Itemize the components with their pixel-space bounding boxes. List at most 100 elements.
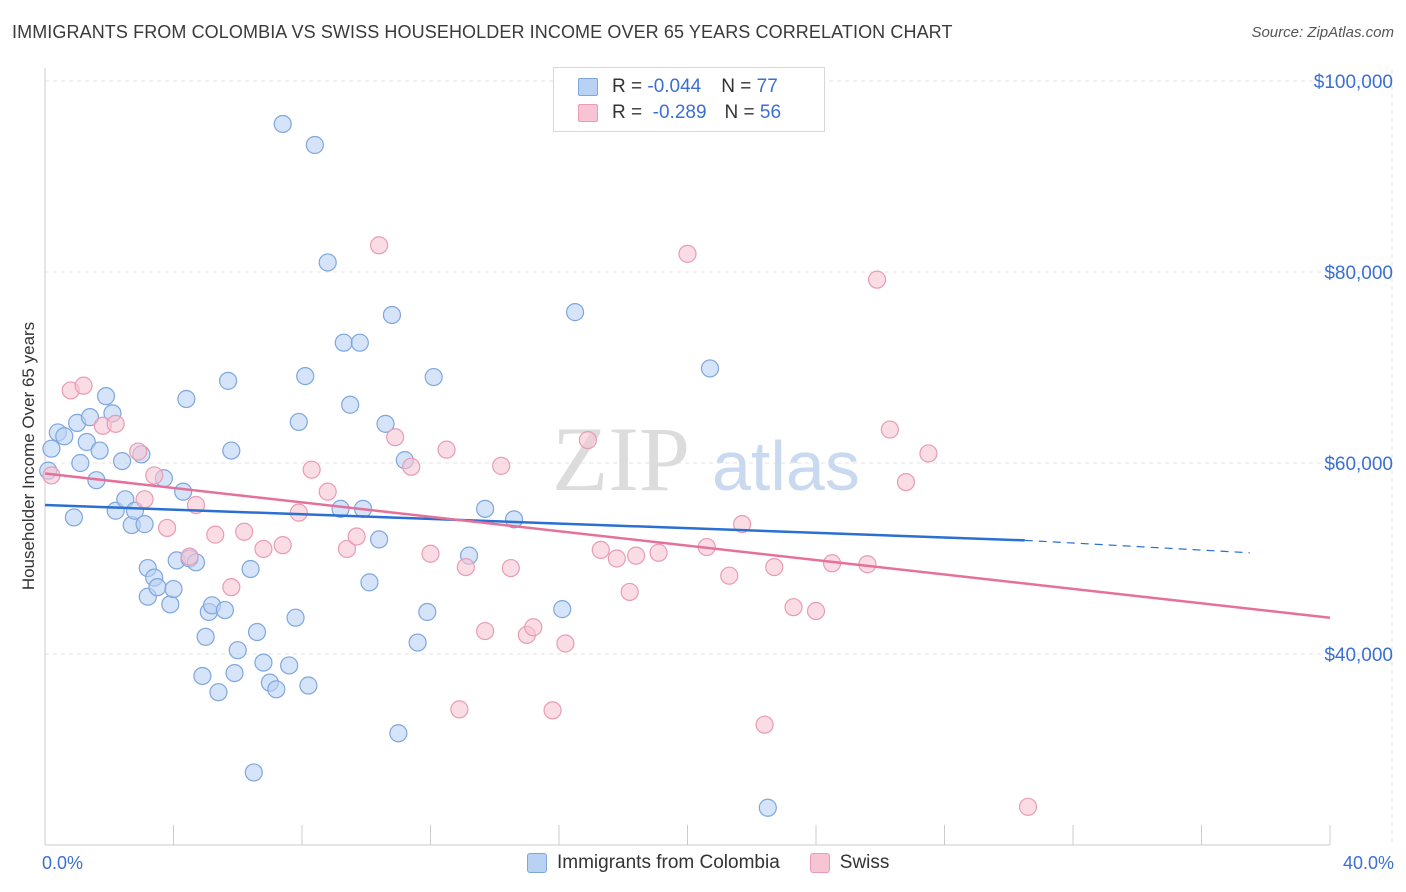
bottom-legend: Immigrants from Colombia Swiss bbox=[527, 852, 919, 874]
point-swiss bbox=[896, 473, 916, 492]
point-swiss bbox=[145, 466, 164, 485]
point-colombia bbox=[247, 622, 267, 642]
point-swiss bbox=[867, 270, 887, 289]
point-colombia bbox=[565, 303, 585, 322]
point-colombia bbox=[418, 602, 437, 622]
point-swiss bbox=[649, 543, 668, 562]
point-swiss bbox=[784, 598, 803, 617]
legend-r-value: -0.289 bbox=[647, 102, 707, 123]
point-colombia bbox=[222, 441, 241, 460]
point-swiss bbox=[578, 430, 598, 450]
point-swiss bbox=[620, 582, 639, 602]
watermark-zip: ZIP bbox=[552, 408, 690, 510]
point-swiss bbox=[347, 527, 366, 546]
point-colombia bbox=[77, 432, 96, 452]
point-colombia bbox=[225, 663, 244, 683]
point-swiss bbox=[678, 244, 697, 263]
point-swiss bbox=[733, 515, 752, 534]
trend-lines-layer bbox=[44, 472, 1331, 619]
point-colombia bbox=[112, 451, 132, 471]
legend-n-value: 77 bbox=[756, 76, 778, 97]
point-colombia bbox=[241, 559, 260, 579]
point-colombia bbox=[305, 135, 324, 155]
legend-n-value: 56 bbox=[759, 102, 782, 123]
y-tick-label: $80,000 bbox=[1324, 263, 1393, 284]
point-swiss bbox=[222, 578, 241, 597]
legend-row-swiss: R = -0.289 N = 56 bbox=[578, 101, 781, 125]
point-colombia bbox=[209, 683, 228, 702]
legend-swatch-pink bbox=[809, 853, 830, 873]
y-tick-label: $40,000 bbox=[1324, 645, 1393, 666]
stats-legend: R = -0.044 N = 77 R = -0.289 N = 56 bbox=[553, 67, 825, 132]
point-swiss bbox=[206, 525, 225, 544]
point-colombia bbox=[71, 453, 90, 473]
point-colombia bbox=[334, 333, 353, 352]
legend-item-swiss[interactable]: Swiss bbox=[809, 852, 890, 874]
point-swiss bbox=[1018, 797, 1038, 816]
point-swiss bbox=[421, 544, 440, 563]
point-colombia bbox=[700, 359, 720, 378]
point-colombia bbox=[341, 395, 360, 414]
point-swiss bbox=[591, 540, 610, 560]
point-colombia bbox=[504, 510, 524, 529]
point-colombia bbox=[215, 600, 234, 620]
point-swiss bbox=[556, 634, 575, 653]
point-colombia bbox=[286, 608, 305, 627]
point-swiss bbox=[755, 715, 774, 734]
point-swiss bbox=[765, 557, 784, 577]
point-swiss bbox=[135, 490, 154, 509]
legend-item-colombia[interactable]: Immigrants from Colombia bbox=[527, 852, 780, 874]
point-swiss bbox=[402, 457, 421, 476]
point-swiss bbox=[106, 414, 125, 433]
point-colombia bbox=[244, 763, 263, 782]
source-label: Source: ZipAtlas.com bbox=[1251, 24, 1394, 41]
point-colombia bbox=[174, 482, 193, 501]
point-colombia bbox=[389, 724, 408, 743]
point-colombia bbox=[90, 441, 109, 460]
point-swiss bbox=[880, 420, 899, 439]
point-colombia bbox=[299, 676, 318, 695]
point-swiss bbox=[318, 482, 337, 501]
legend-swatch-pink bbox=[578, 104, 598, 122]
point-swiss bbox=[273, 536, 292, 555]
point-swiss bbox=[370, 236, 389, 255]
point-swiss bbox=[337, 539, 357, 559]
x-tick-label: 0.0% bbox=[42, 853, 83, 873]
point-swiss bbox=[386, 428, 405, 447]
legend-n-label: N = bbox=[721, 76, 757, 97]
point-swiss bbox=[626, 546, 646, 565]
point-swiss bbox=[157, 518, 177, 538]
point-swiss bbox=[492, 456, 511, 475]
point-colombia bbox=[254, 653, 273, 672]
point-swiss bbox=[450, 700, 469, 719]
point-colombia bbox=[408, 633, 427, 652]
point-colombia bbox=[758, 798, 777, 817]
point-swiss bbox=[456, 557, 475, 577]
point-colombia bbox=[135, 515, 154, 534]
point-colombia bbox=[360, 573, 379, 592]
legend-r-value: -0.044 bbox=[647, 76, 702, 97]
point-swiss bbox=[302, 460, 321, 479]
legend-label-swiss: Swiss bbox=[839, 852, 890, 873]
trendline-swiss bbox=[44, 472, 1331, 619]
point-colombia bbox=[42, 439, 61, 458]
point-colombia bbox=[64, 508, 84, 527]
point-colombia bbox=[219, 371, 238, 390]
point-colombia bbox=[273, 114, 292, 134]
legend-n-label: N = bbox=[724, 102, 760, 123]
point-swiss bbox=[720, 566, 739, 585]
point-colombia bbox=[280, 656, 299, 675]
point-swiss bbox=[254, 539, 273, 559]
points-layer bbox=[39, 114, 1038, 817]
point-swiss bbox=[180, 547, 199, 566]
point-swiss bbox=[129, 442, 148, 461]
point-swiss bbox=[289, 503, 308, 522]
point-colombia bbox=[376, 414, 395, 433]
trendline-colombia bbox=[44, 503, 1025, 542]
point-swiss bbox=[501, 558, 520, 578]
point-colombia bbox=[193, 666, 212, 686]
point-colombia bbox=[161, 595, 180, 614]
point-colombia bbox=[318, 253, 337, 272]
point-swiss bbox=[524, 618, 543, 637]
